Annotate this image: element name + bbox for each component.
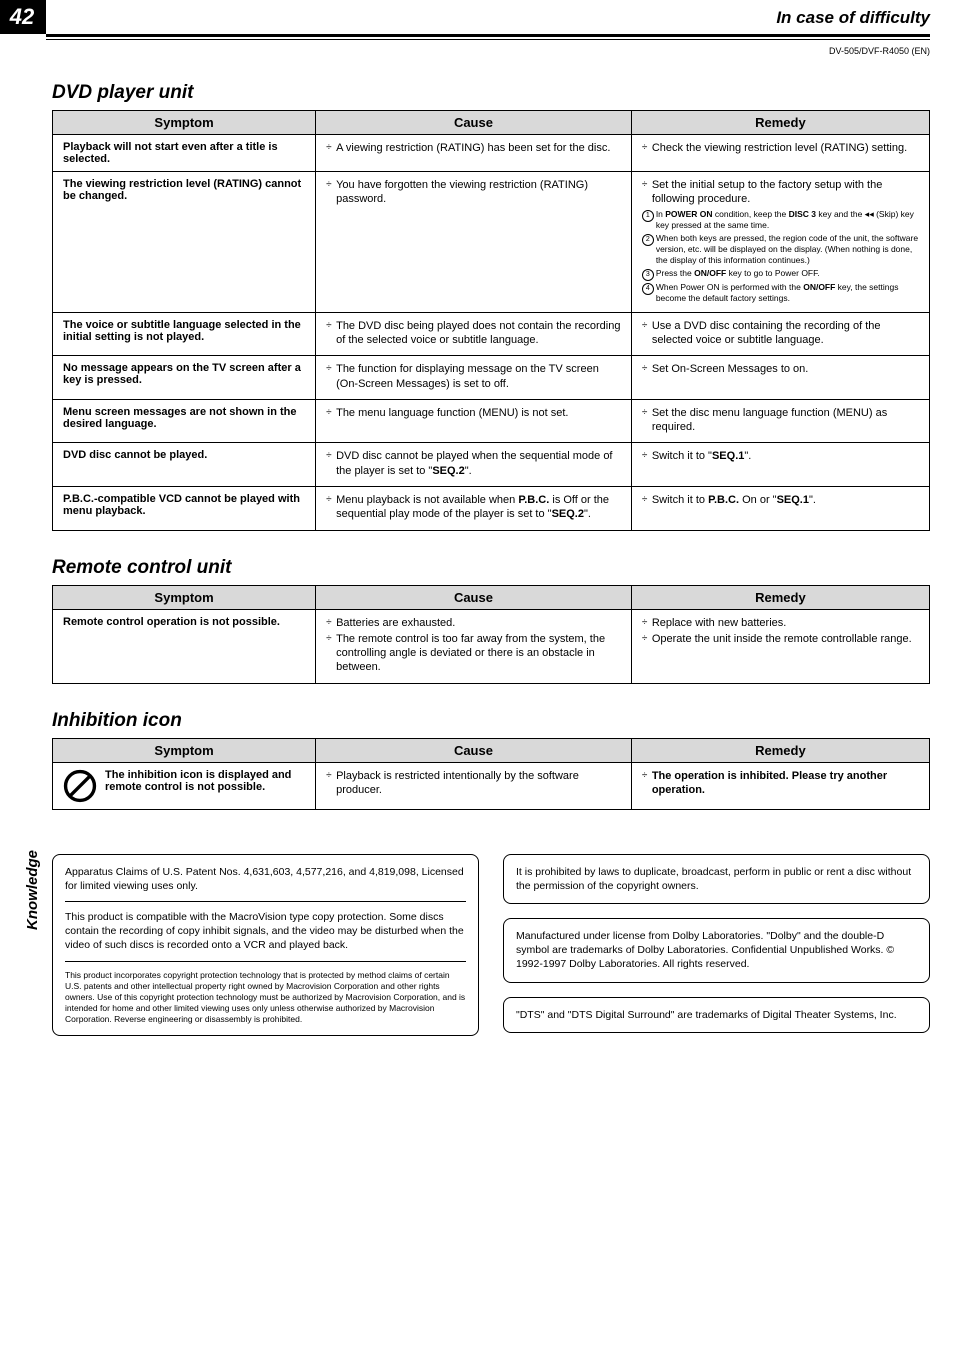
remedy-cell: Replace with new batteries. Operate the … [631,609,929,683]
divider [46,39,930,40]
remedy-cell: Set On-Screen Messages to on. [631,356,929,400]
footer-box-left: Apparatus Claims of U.S. Patent Nos. 4,6… [52,854,479,1036]
divider [46,34,930,37]
th-remedy: Remedy [631,585,929,609]
remedy-cell: Set the disc menu language function (MEN… [631,399,929,443]
symptom-cell: DVD disc cannot be played. [53,443,316,487]
cause-cell: Playback is restricted intentionally by … [316,762,632,809]
remedy-cell: The operation is inhibited. Please try a… [631,762,929,809]
symptom-cell: The inhibition icon is displayed and rem… [53,762,316,809]
remedy-cell: Set the initial setup to the factory set… [631,172,929,313]
cause-cell: Menu playback is not available when P.B.… [316,486,632,530]
cause-cell: A viewing restriction (RATING) has been … [316,135,632,172]
section-title: Remote control unit [52,557,930,579]
table-row: Menu screen messages are not shown in th… [53,399,930,443]
symptom-cell: Remote control operation is not possible… [53,609,316,683]
table-row: DVD disc cannot be played. DVD disc cann… [53,443,930,487]
th-remedy: Remedy [631,738,929,762]
th-symptom: Symptom [53,585,316,609]
footer-box-right-1: It is prohibited by laws to duplicate, b… [503,854,930,904]
page-header: 42 In case of difficulty [0,0,954,34]
table-row: P.B.C.-compatible VCD cannot be played w… [53,486,930,530]
table-row: No message appears on the TV screen afte… [53,356,930,400]
content: DVD player unit Symptom Cause Remedy Pla… [0,82,954,834]
th-remedy: Remedy [631,111,929,135]
cause-cell: DVD disc cannot be played when the seque… [316,443,632,487]
symptom-cell: The voice or subtitle language selected … [53,312,316,356]
remote-table: Symptom Cause Remedy Remote control oper… [52,585,930,684]
symptom-cell: P.B.C.-compatible VCD cannot be played w… [53,486,316,530]
table-row: Remote control operation is not possible… [53,609,930,683]
steps-list: In POWER ON condition, keep the DISC 3 k… [642,209,919,304]
footer: Apparatus Claims of U.S. Patent Nos. 4,6… [0,834,954,1074]
table-row: The inhibition icon is displayed and rem… [53,762,930,809]
table-row: The viewing restriction level (RATING) c… [53,172,930,313]
th-cause: Cause [316,111,632,135]
symptom-cell: The viewing restriction level (RATING) c… [53,172,316,313]
cause-cell: Batteries are exhausted. The remote cont… [316,609,632,683]
remedy-cell: Check the viewing restriction level (RAT… [631,135,929,172]
model-code: DV-505/DVF-R4050 (EN) [46,46,930,56]
cause-cell: The menu language function (MENU) is not… [316,399,632,443]
symptom-cell: No message appears on the TV screen afte… [53,356,316,400]
prohibit-icon [63,769,97,803]
symptom-cell: Menu screen messages are not shown in th… [53,399,316,443]
th-symptom: Symptom [53,738,316,762]
remedy-cell: Switch it to "SEQ.1". [631,443,929,487]
cause-cell: You have forgotten the viewing restricti… [316,172,632,313]
th-symptom: Symptom [53,111,316,135]
cause-cell: The DVD disc being played does not conta… [316,312,632,356]
dvd-table: Symptom Cause Remedy Playback will not s… [52,110,930,531]
symptom-cell: Playback will not start even after a tit… [53,135,316,172]
th-cause: Cause [316,738,632,762]
remedy-cell: Use a DVD disc containing the recording … [631,312,929,356]
footer-box-right-3: "DTS" and "DTS Digital Surround" are tra… [503,997,930,1033]
th-cause: Cause [316,585,632,609]
footer-box-right-2: Manufactured under license from Dolby La… [503,918,930,983]
side-label: Knowledge [24,850,41,930]
table-row: The voice or subtitle language selected … [53,312,930,356]
cause-cell: The function for displaying message on t… [316,356,632,400]
inhibition-table: Symptom Cause Remedy The inhibition icon… [52,738,930,810]
section-title: DVD player unit [52,82,930,104]
remedy-cell: Switch it to P.B.C. On or "SEQ.1". [631,486,929,530]
page-number: 42 [0,0,46,34]
section-title: Inhibition icon [52,710,930,732]
section-header: In case of difficulty [46,0,954,28]
table-row: Playback will not start even after a tit… [53,135,930,172]
